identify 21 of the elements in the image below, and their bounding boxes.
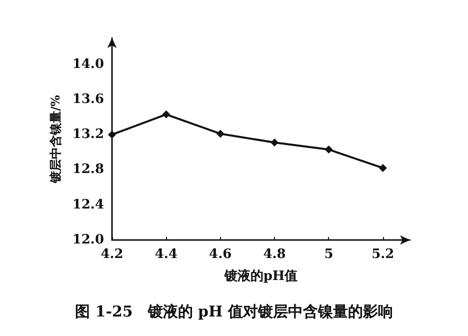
x-tick-label: 5.2 <box>372 247 394 262</box>
x-tick-label: 4.8 <box>263 247 286 262</box>
x-tick-label: 4.6 <box>209 247 232 262</box>
x-tick-label: 4.2 <box>100 247 124 262</box>
point <box>270 138 279 147</box>
y-tick-label: 14.0 <box>72 56 104 72</box>
x-axis-title: 镀液的pH值 <box>223 268 298 284</box>
y-tick-label: 13.2 <box>72 127 104 142</box>
y-axis-title: 镀层中含镍量/% <box>48 94 62 184</box>
y-tick-label: 13.6 <box>72 92 104 107</box>
text: 图 1-25 镀液的 pH 值对镀层中含镍量的影响 <box>75 302 393 320</box>
point <box>324 146 333 154</box>
x-tick-label: 4.4 <box>154 247 178 262</box>
point <box>162 110 170 118</box>
y-tick-label: 12.4 <box>72 197 104 212</box>
point <box>108 130 116 139</box>
y-tick-label: 12.8 <box>72 162 104 178</box>
y-tick-label: 12.0 <box>72 232 104 248</box>
point <box>216 130 224 138</box>
x-tick-label: 5 <box>324 247 334 262</box>
point <box>378 164 387 172</box>
